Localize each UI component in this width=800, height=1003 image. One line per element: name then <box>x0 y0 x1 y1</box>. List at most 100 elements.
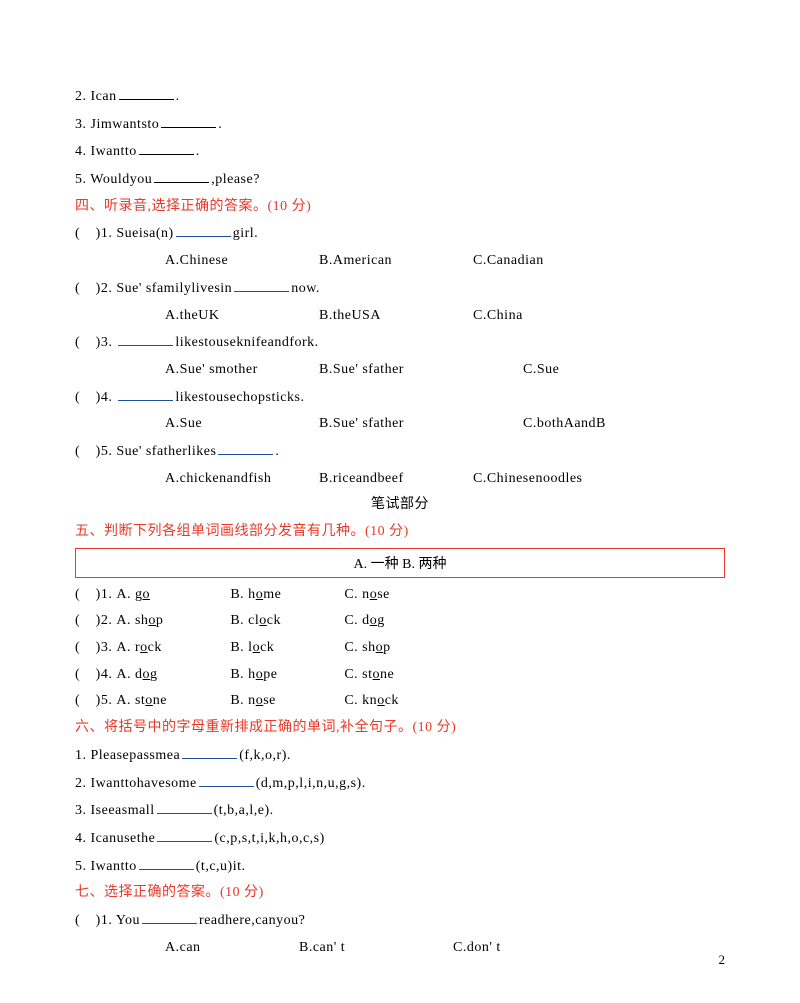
s4-q4-opts: A.Sue B.Sue' sfather C.bothAandB <box>75 413 725 435</box>
blank <box>182 744 237 759</box>
blank <box>154 168 209 183</box>
s5-row3: ( )3. A. rock B. lock C. shop <box>75 637 725 659</box>
s4-q4-pre: )4. <box>96 390 117 405</box>
blank <box>139 855 194 870</box>
s4-q3-stem: ( )3. likestouseknifeandfork. <box>75 331 725 354</box>
s5-row2: ( )2. A. shop B. clock C. dog <box>75 610 725 632</box>
blank <box>118 331 173 346</box>
s4-q5-opts: A.chickenandfish B.riceandbeef C.Chinese… <box>75 468 725 490</box>
paren-open: ( <box>75 387 80 409</box>
blank <box>139 140 194 155</box>
fill-q3: 3. Jimwantsto. <box>75 113 725 136</box>
s4-q3-pre: )3. <box>96 335 117 350</box>
s4-q5-a: A.chickenandfish <box>165 468 315 490</box>
s4-q4-b: B.Sue' sfather <box>319 413 519 435</box>
s7-q1-post: readhere,canyou? <box>199 913 305 928</box>
s6-q3-post: (t,b,a,l,e). <box>214 803 274 818</box>
fill-q4-post: . <box>196 144 200 159</box>
s4-q1-c: C.Canadian <box>473 250 623 272</box>
s6-q2: 2. Iwanttohavesome (d,m,p,l,i,n,u,g,s). <box>75 772 725 795</box>
s4-q3-c: C.Sue <box>523 359 673 381</box>
s6-q1: 1. Pleasepassmea (f,k,o,r). <box>75 744 725 767</box>
s4-q3-opts: A.Sue' smother B.Sue' sfather C.Sue <box>75 359 725 381</box>
s4-q5-c: C.Chinesenoodles <box>473 468 623 490</box>
s4-q3-b: B.Sue' sfather <box>319 359 519 381</box>
s4-q4-a: A.Sue <box>165 413 315 435</box>
paren-open: ( <box>75 223 80 245</box>
s6-q4: 4. Icanusethe (c,p,s,t,i,k,h,o,c,s) <box>75 827 725 850</box>
s5-r4-n: )4. <box>96 667 113 682</box>
s4-q4-post: likestousechopsticks. <box>175 390 304 405</box>
s6-q5-post: (t,c,u)it. <box>196 859 246 874</box>
paren-open: ( <box>75 664 80 686</box>
s7-q1-stem: ( )1. Youreadhere,canyou? <box>75 909 725 932</box>
blank <box>118 386 173 401</box>
blank <box>218 440 273 455</box>
blank <box>157 799 212 814</box>
s7-q1-a: A.can <box>165 937 295 959</box>
paren-open: ( <box>75 690 80 712</box>
s6-q5: 5. Iwantto (t,c,u)it. <box>75 855 725 878</box>
s4-q1-b: B.American <box>319 250 469 272</box>
s7-q1-pre: )1. You <box>96 913 140 928</box>
paren-open: ( <box>75 610 80 632</box>
s5-row5: ( )5. A. stone B. nose C. knock <box>75 690 725 712</box>
blank <box>161 113 216 128</box>
s4-q2-post: now. <box>291 281 320 296</box>
section5-title: 五、判断下列各组单词画线部分发音有几种。(10 分) <box>75 521 725 543</box>
section5-box: A. 一种 B. 两种 <box>75 548 725 578</box>
section4-title: 四、听录音,选择正确的答案。(10 分) <box>75 196 725 218</box>
s5-r3-n: )3. <box>96 640 113 655</box>
fill-q5-post: ,please? <box>211 172 260 187</box>
s4-q3-a: A.Sue' smother <box>165 359 315 381</box>
s6-q1-pre: 1. Pleasepassmea <box>75 748 180 763</box>
s4-q4-stem: ( )4. likestousechopsticks. <box>75 386 725 409</box>
s6-q3: 3. Iseeasmall(t,b,a,l,e). <box>75 799 725 822</box>
paren-open: ( <box>75 332 80 354</box>
fill-q3-pre: 3. Jimwantsto <box>75 117 159 132</box>
s6-q2-pre: 2. Iwanttohavesome <box>75 776 197 791</box>
section5-box-text: A. 一种 B. 两种 <box>354 557 447 572</box>
blank <box>176 222 231 237</box>
fill-q4-pre: 4. Iwantto <box>75 144 137 159</box>
blank <box>119 85 174 100</box>
page-number: 2 <box>719 952 726 968</box>
section7-title: 七、选择正确的答案。(10 分) <box>75 882 725 904</box>
s5-r2-n: )2. <box>96 613 113 628</box>
s4-q2-b: B.theUSA <box>319 305 469 327</box>
s4-q5-post: . <box>275 444 279 459</box>
written-title: 笔试部分 <box>75 494 725 516</box>
s5-row1: ( )1. A. go B. home C. nose <box>75 584 725 606</box>
s6-q4-post: (c,p,s,t,i,k,h,o,c,s) <box>214 831 324 846</box>
s6-q4-pre: 4. Icanusethe <box>75 831 155 846</box>
s4-q2-opts: A.theUK B.theUSA C.China <box>75 305 725 327</box>
blank <box>199 772 254 787</box>
section6-title: 六、将括号中的字母重新排成正确的单词,补全句子。(10 分) <box>75 717 725 739</box>
blank <box>234 277 289 292</box>
s4-q2-c: C.China <box>473 305 623 327</box>
paren-open: ( <box>75 637 80 659</box>
s4-q1-pre: )1. Sueisa(n) <box>96 226 174 241</box>
s4-q1-post: girl. <box>233 226 258 241</box>
s5-r5-n: )5. <box>96 693 113 708</box>
s4-q1-opts: A.Chinese B.American C.Canadian <box>75 250 725 272</box>
s4-q1-a: A.Chinese <box>165 250 315 272</box>
blank <box>157 827 212 842</box>
fill-q3-post: . <box>218 117 222 132</box>
s6-q5-pre: 5. Iwantto <box>75 859 137 874</box>
s7-q1-b: B.can' t <box>299 937 449 959</box>
s6-q2-post: (d,m,p,l,i,n,u,g,s). <box>256 776 366 791</box>
s4-q4-c: C.bothAandB <box>523 413 673 435</box>
fill-q4: 4. Iwantto. <box>75 140 725 163</box>
blank <box>142 909 197 924</box>
s4-q1-stem: ( )1. Sueisa(n) girl. <box>75 222 725 245</box>
s4-q2-a: A.theUK <box>165 305 315 327</box>
fill-q5: 5. Wouldyou ,please? <box>75 168 725 191</box>
s4-q2-pre: )2. Sue' sfamilylivesin <box>96 281 233 296</box>
fill-q5-pre: 5. Wouldyou <box>75 172 152 187</box>
fill-q2-pre: 2. Ican <box>75 89 117 104</box>
paren-open: ( <box>75 584 80 606</box>
s7-q1-c: C.don' t <box>453 937 603 959</box>
paren-open: ( <box>75 278 80 300</box>
s6-q1-post: (f,k,o,r). <box>239 748 291 763</box>
